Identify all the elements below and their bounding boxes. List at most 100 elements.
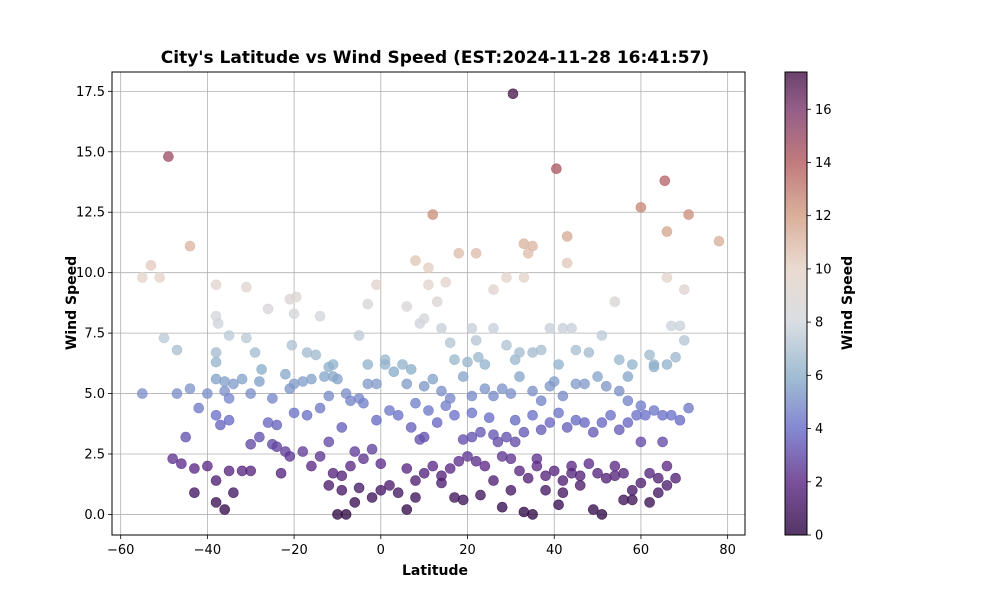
data-point <box>345 395 356 407</box>
data-point <box>323 390 335 402</box>
data-point <box>505 484 517 496</box>
data-point <box>314 310 326 322</box>
data-point <box>262 417 274 428</box>
y-tick-label: 7.5 <box>84 327 105 342</box>
data-point <box>223 465 235 477</box>
data-point <box>557 390 569 402</box>
data-point <box>479 359 491 370</box>
data-point <box>254 431 265 443</box>
plot-frame <box>111 71 746 536</box>
data-point <box>284 383 296 395</box>
data-point <box>223 414 235 426</box>
data-point <box>223 393 235 404</box>
data-point <box>522 248 534 259</box>
data-point <box>609 470 621 482</box>
data-point <box>410 255 421 266</box>
data-point <box>423 405 434 416</box>
data-point <box>371 279 382 291</box>
colorbar-ticks: 0 2 4 6 8 10 12 14 16 <box>807 103 832 544</box>
data-point <box>659 175 671 187</box>
data-point <box>306 373 317 385</box>
data-point <box>137 272 148 283</box>
data-point <box>436 477 447 489</box>
data-point <box>648 405 660 416</box>
data-point <box>384 405 395 416</box>
data-point <box>275 467 287 479</box>
data-point <box>405 364 417 375</box>
data-point <box>219 504 230 515</box>
data-point <box>561 231 573 242</box>
data-point <box>475 426 486 438</box>
data-point <box>301 347 313 358</box>
data-point <box>371 414 382 426</box>
data-point <box>557 487 569 499</box>
data-point <box>596 417 608 428</box>
data-point <box>210 497 222 508</box>
data-point <box>561 422 573 433</box>
data-point <box>496 451 508 462</box>
data-point <box>314 451 326 462</box>
data-point <box>267 438 278 450</box>
data-point <box>453 248 465 259</box>
chart-title: City's Latitude vs Wind Speed (EST:2024-… <box>161 48 709 68</box>
data-point <box>644 349 655 361</box>
data-point <box>639 409 651 421</box>
data-point <box>462 356 473 368</box>
data-point <box>479 383 491 395</box>
data-point <box>501 339 512 351</box>
data-point <box>488 284 499 295</box>
data-point <box>444 463 456 474</box>
x-tick-label: −60 <box>107 543 134 558</box>
y-tick-label: 5.0 <box>84 387 105 402</box>
data-point <box>678 335 690 346</box>
data-point <box>622 417 634 428</box>
data-point <box>236 373 248 385</box>
colorbar-tick-label: 16 <box>815 103 832 118</box>
data-point <box>314 402 326 414</box>
y-tick-label: 10.0 <box>76 266 105 281</box>
data-point <box>626 494 638 506</box>
data-point <box>587 426 599 438</box>
data-point <box>527 509 538 520</box>
data-point <box>241 332 252 344</box>
data-point <box>210 409 222 421</box>
y-tick-label: 0.0 <box>84 508 105 523</box>
data-point <box>522 472 534 484</box>
data-point <box>551 163 562 174</box>
data-point <box>544 322 556 334</box>
data-point <box>392 487 404 499</box>
data-point <box>613 385 625 397</box>
data-point <box>145 260 157 271</box>
data-point <box>401 378 413 390</box>
data-point <box>189 487 200 499</box>
data-point <box>457 371 469 382</box>
data-point <box>570 414 582 426</box>
data-point <box>336 422 348 433</box>
data-point <box>418 467 430 479</box>
data-point <box>375 458 387 470</box>
data-point <box>605 409 616 421</box>
data-point <box>158 332 170 344</box>
data-point <box>323 436 335 448</box>
data-point <box>644 497 655 508</box>
data-point <box>518 426 530 438</box>
data-point <box>488 390 499 402</box>
data-point <box>256 364 267 375</box>
y-tick-label: 17.5 <box>76 85 105 100</box>
data-point <box>397 359 408 370</box>
data-point <box>202 460 213 472</box>
data-point <box>444 337 456 349</box>
data-point <box>553 499 564 511</box>
data-point <box>661 359 673 370</box>
data-point <box>535 424 547 436</box>
data-point <box>457 434 469 445</box>
data-point <box>228 378 239 390</box>
data-point <box>470 455 482 467</box>
data-point <box>310 349 322 361</box>
data-point <box>431 417 443 428</box>
data-point <box>635 400 647 412</box>
data-point <box>271 419 283 431</box>
data-point <box>288 407 300 419</box>
y-tick-label: 12.5 <box>76 206 105 221</box>
data-point <box>501 272 512 283</box>
